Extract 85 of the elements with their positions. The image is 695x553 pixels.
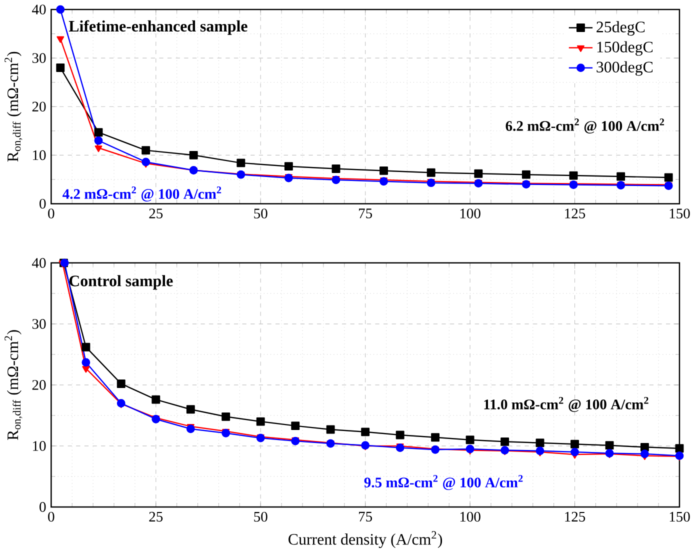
point <box>94 146 102 152</box>
point <box>570 448 579 456</box>
annotation: 11.0 mΩ-cm$^{2}$ @ 100 A/cm$^{2}$ <box>484 397 648 412</box>
point <box>361 428 370 436</box>
point <box>326 425 335 434</box>
y-tick-label: 10 <box>33 150 46 160</box>
point <box>116 380 126 388</box>
y-tick-label: 20 <box>32 380 46 390</box>
point <box>186 405 195 414</box>
text: Control sample <box>69 275 173 290</box>
point <box>640 443 649 452</box>
y-tick-label: 0 <box>40 502 46 512</box>
point <box>332 164 340 174</box>
legend-label: 300degC <box>596 61 653 76</box>
point <box>142 146 150 155</box>
x-tick-label: 75 <box>359 208 372 218</box>
point <box>605 441 614 450</box>
x-axis-title: Current density (A/cm$^{2}$) <box>288 531 442 548</box>
point <box>569 172 578 180</box>
point <box>291 422 300 430</box>
point <box>152 396 160 404</box>
x-tick-label: 75 <box>359 512 372 522</box>
point <box>284 162 293 171</box>
x-tick-label: 125 <box>565 512 586 522</box>
point <box>536 446 544 456</box>
x-tick-label: 100 <box>460 512 480 522</box>
legend-label: 25degC <box>596 21 645 36</box>
legend-label: 150degC <box>597 41 653 56</box>
point <box>396 430 404 440</box>
point <box>675 444 684 453</box>
text: Lifetime-enhanced sample <box>68 20 248 36</box>
point <box>361 441 370 450</box>
point <box>474 170 483 178</box>
y-tick-label: 0 <box>40 199 46 209</box>
point <box>605 449 614 458</box>
annotation: 4.2 mΩ-cm$^{2}$ @ 100 A/cm$^{2}$ <box>62 186 222 202</box>
point <box>664 173 673 182</box>
x-tick-label: 125 <box>565 208 586 219</box>
point <box>189 151 198 160</box>
annotation: 9.5 mΩ-cm$^{2}$ @ 100 A/cm$^{2}$ <box>364 475 523 490</box>
point <box>56 36 64 44</box>
point <box>522 170 530 179</box>
point <box>56 64 65 72</box>
y-tick-label: 30 <box>32 319 46 330</box>
point <box>431 433 440 442</box>
point <box>82 366 90 373</box>
point <box>236 158 246 168</box>
x-tick-label: 50 <box>254 208 268 219</box>
y-tick-label: 40 <box>32 258 46 268</box>
point <box>426 168 436 178</box>
point <box>94 136 103 146</box>
point <box>56 5 65 14</box>
x-tick-label: 150 <box>670 208 690 219</box>
y-axis-title: R$_{on,diff}$ (mΩ-cm$^{2}$) <box>4 330 22 440</box>
point <box>570 440 579 449</box>
point <box>142 158 150 166</box>
point <box>466 436 474 444</box>
x-tick-label: 50 <box>254 512 268 522</box>
point <box>640 450 649 458</box>
x-tick-label: 0 <box>48 208 54 219</box>
x-tick-label: 0 <box>48 512 54 522</box>
point <box>675 452 684 460</box>
point <box>536 438 544 448</box>
y-axis-title: R$_{on,diff}$ (mΩ-cm$^{2}$) <box>4 52 22 162</box>
point <box>380 166 388 176</box>
x-tick-label: 25 <box>149 208 163 219</box>
point <box>256 418 265 426</box>
annotation: 6.2 mΩ-cm$^{2}$ @ 100 A/cm$^{2}$ <box>506 118 664 134</box>
point <box>466 444 474 454</box>
point <box>500 446 510 455</box>
y-tick-label: 10 <box>33 441 46 452</box>
y-tick-label: 40 <box>32 4 46 15</box>
x-tick-label: 25 <box>149 512 163 522</box>
x-tick-label: 150 <box>670 512 690 522</box>
point <box>616 172 626 181</box>
point <box>82 343 90 352</box>
point <box>500 438 510 446</box>
point <box>222 412 230 422</box>
x-tick-label: 100 <box>460 208 480 219</box>
point <box>116 399 126 408</box>
point <box>94 128 103 137</box>
point <box>186 424 195 434</box>
y-tick-label: 20 <box>32 102 46 112</box>
point <box>82 358 90 367</box>
y-tick-label: 30 <box>32 53 46 64</box>
